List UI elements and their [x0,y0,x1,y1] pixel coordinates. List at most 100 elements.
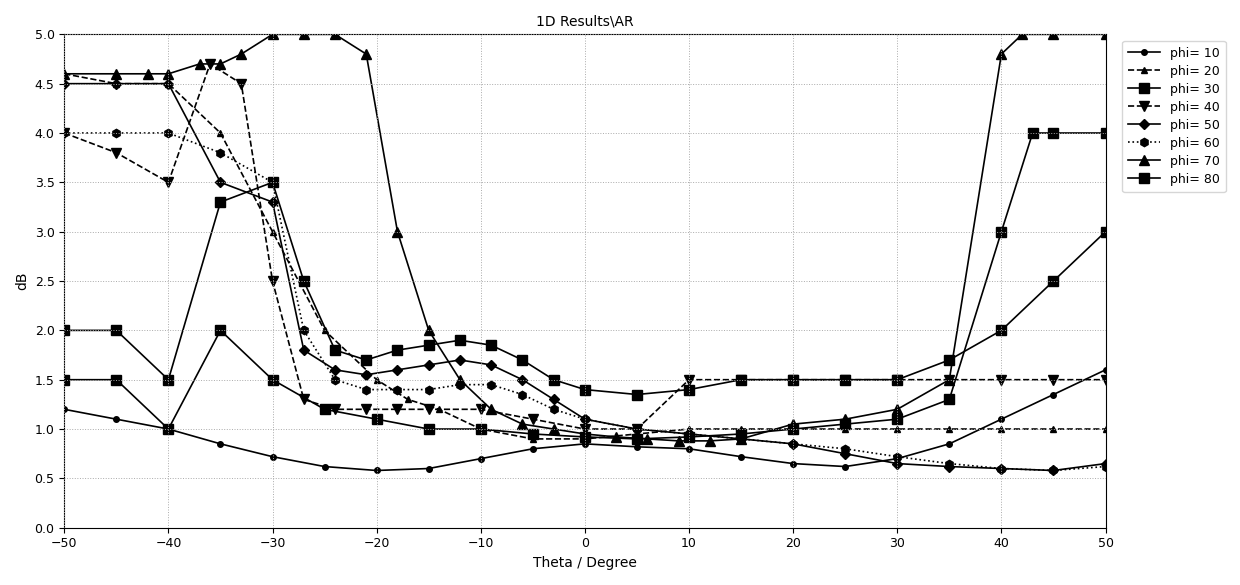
phi= 80 [526,431,541,438]
phi= 70 [109,70,124,77]
phi= 50 [546,396,560,403]
phi= 70 [671,438,686,445]
phi= 70 [1099,31,1114,38]
phi= 60 [265,179,280,186]
phi= 20 [1099,425,1114,432]
X-axis label: Theta / Degree: Theta / Degree [533,556,637,570]
phi= 50 [422,362,436,369]
phi= 10 [734,453,749,460]
phi= 40 [109,149,124,156]
phi= 80 [109,376,124,383]
phi= 80 [1099,129,1114,136]
phi= 10 [317,463,332,470]
phi= 70 [546,425,560,432]
phi= 20 [57,70,72,77]
phi= 30 [734,376,749,383]
phi= 20 [630,431,645,438]
phi= 20 [265,228,280,235]
phi= 60 [57,129,72,136]
phi= 60 [942,460,957,467]
phi= 80 [1047,129,1061,136]
phi= 20 [890,425,905,432]
phi= 10 [265,453,280,460]
phi= 70 [265,31,280,38]
phi= 50 [109,80,124,87]
phi= 60 [484,381,498,388]
phi= 20 [838,425,853,432]
phi= 30 [838,376,853,383]
phi= 50 [265,198,280,205]
phi= 10 [1047,391,1061,398]
phi= 60 [994,465,1009,472]
Line: phi= 80: phi= 80 [60,128,1110,444]
phi= 40 [526,416,541,423]
phi= 50 [57,80,72,87]
phi= 50 [942,463,957,470]
phi= 60 [786,441,801,448]
phi= 50 [578,416,593,423]
phi= 40 [57,129,72,136]
phi= 40 [161,179,176,186]
phi= 40 [202,60,217,67]
phi= 80 [370,416,384,423]
phi= 40 [994,376,1009,383]
phi= 50 [213,179,228,186]
phi= 40 [234,80,249,87]
phi= 60 [213,149,228,156]
phi= 30 [296,277,311,284]
phi= 30 [515,356,529,363]
phi= 70 [234,50,249,57]
phi= 80 [578,433,593,441]
phi= 10 [161,425,176,432]
phi= 80 [161,425,176,432]
phi= 50 [358,371,373,378]
phi= 80 [474,425,489,432]
Legend: phi= 10, phi= 20, phi= 30, phi= 40, phi= 50, phi= 60, phi= 70, phi= 80: phi= 10, phi= 20, phi= 30, phi= 40, phi=… [1122,40,1226,192]
phi= 60 [890,453,905,460]
phi= 20 [1047,425,1061,432]
phi= 10 [422,465,436,472]
phi= 60 [161,129,176,136]
phi= 30 [358,356,373,363]
phi= 40 [296,396,311,403]
phi= 10 [213,441,228,448]
phi= 50 [890,460,905,467]
phi= 50 [682,431,697,438]
phi= 20 [786,425,801,432]
phi= 60 [358,386,373,393]
phi= 70 [890,406,905,413]
phi= 20 [474,425,489,432]
phi= 30 [578,386,593,393]
phi= 30 [1047,277,1061,284]
phi= 70 [515,421,529,428]
phi= 20 [317,327,332,334]
phi= 10 [1099,366,1114,373]
phi= 10 [682,445,697,452]
phi= 80 [734,431,749,438]
phi= 40 [838,376,853,383]
phi= 30 [994,327,1009,334]
phi= 40 [578,425,593,432]
phi= 20 [994,425,1009,432]
phi= 30 [1099,228,1114,235]
phi= 70 [213,60,228,67]
phi= 70 [391,228,405,235]
phi= 40 [630,425,645,432]
phi= 40 [422,406,436,413]
phi= 20 [734,425,749,432]
phi= 60 [630,425,645,432]
phi= 20 [401,396,415,403]
phi= 50 [1047,467,1061,474]
phi= 80 [786,425,801,432]
phi= 40 [734,376,749,383]
Line: phi= 50: phi= 50 [61,80,1109,474]
phi= 60 [391,386,405,393]
phi= 60 [838,445,853,452]
phi= 80 [265,376,280,383]
phi= 50 [515,376,529,383]
phi= 30 [453,337,467,344]
phi= 60 [296,327,311,334]
Line: phi= 40: phi= 40 [60,59,1110,434]
phi= 40 [786,376,801,383]
phi= 30 [682,386,697,393]
